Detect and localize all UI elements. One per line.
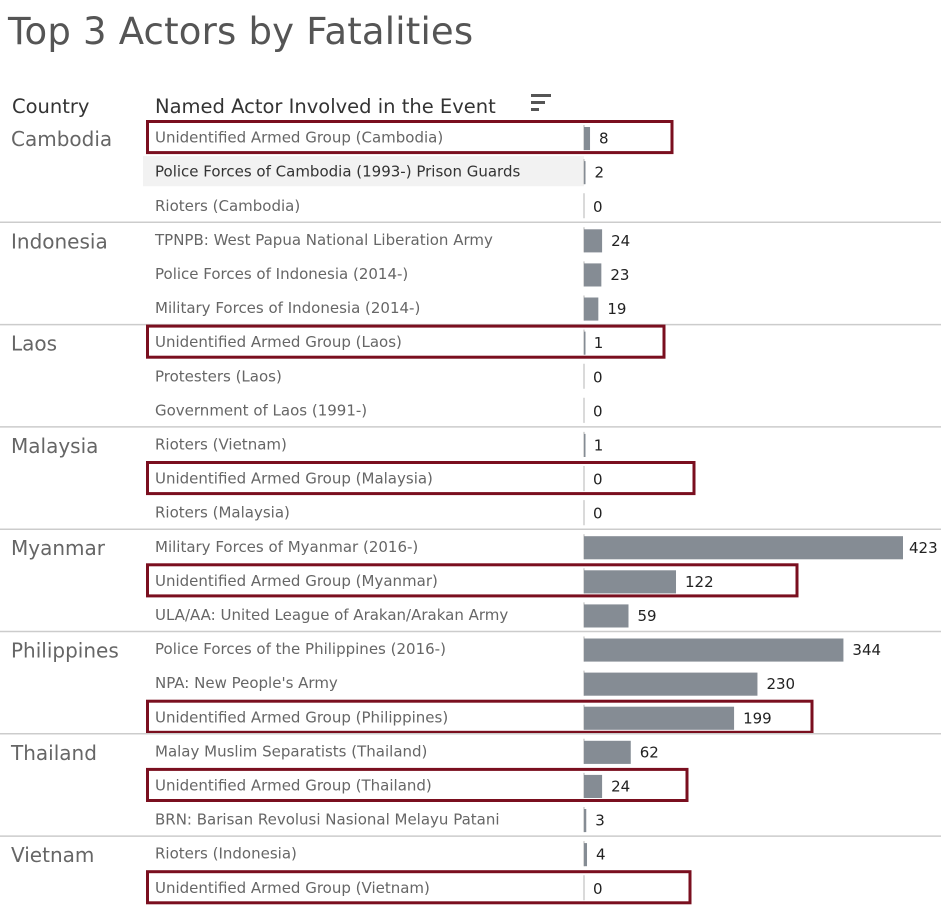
value-label: 8 — [599, 130, 609, 148]
actor-label[interactable]: Protesters (Laos) — [155, 367, 282, 385]
highlight-box — [146, 324, 666, 359]
actor-column-header[interactable]: Named Actor Involved in the Event — [155, 95, 496, 118]
actor-label[interactable]: Military Forces of Indonesia (2014-) — [155, 299, 420, 317]
actor-label[interactable]: Unidentified Armed Group (Vietnam) — [155, 879, 430, 897]
highlight-box — [146, 767, 689, 803]
highlight-box — [146, 563, 799, 598]
actor-label[interactable]: Rioters (Vietnam) — [155, 435, 287, 453]
bar[interactable] — [584, 263, 602, 287]
country-label[interactable]: Vietnam — [11, 843, 94, 867]
bar[interactable] — [584, 331, 586, 355]
actor-label[interactable]: NPA: New People's Army — [155, 674, 338, 692]
value-label: 0 — [593, 471, 603, 489]
actor-label[interactable]: Unidentified Armed Group (Myanmar) — [155, 572, 438, 590]
bar[interactable] — [584, 809, 587, 833]
bar[interactable] — [584, 127, 591, 151]
country-label[interactable]: Myanmar — [11, 536, 106, 560]
country-label[interactable]: Malaysia — [11, 434, 98, 458]
bar[interactable] — [584, 433, 586, 457]
actor-label[interactable]: Unidentified Armed Group (Thailand) — [155, 776, 432, 794]
value-label: 344 — [852, 641, 881, 659]
chart-title: Top 3 Actors by Fatalities — [8, 10, 474, 53]
highlight-box — [146, 120, 674, 155]
actor-label[interactable]: TPNPB: West Papua National Liberation Ar… — [154, 231, 493, 249]
actor-label[interactable]: ULA/AA: United League of Arakan/Arakan A… — [155, 606, 508, 624]
value-label: 423 — [909, 539, 938, 557]
value-label: 19 — [607, 300, 626, 318]
bar[interactable] — [584, 638, 844, 662]
bar[interactable] — [584, 706, 735, 730]
value-label: 0 — [593, 198, 603, 216]
actor-label[interactable]: Rioters (Indonesia) — [155, 845, 297, 863]
actor-label[interactable]: Government of Laos (1991-) — [155, 401, 367, 419]
value-label: 59 — [637, 607, 656, 625]
value-label: 230 — [766, 675, 795, 693]
country-label[interactable]: Indonesia — [11, 229, 108, 253]
value-label: 2 — [595, 164, 605, 182]
bar[interactable] — [584, 161, 586, 185]
value-label: 0 — [593, 368, 603, 386]
bar[interactable] — [584, 774, 603, 798]
highlight-box — [146, 699, 814, 734]
value-label: 62 — [640, 743, 659, 761]
value-label: 0 — [593, 505, 603, 523]
bar[interactable] — [584, 604, 629, 628]
country-column-header[interactable]: Country — [12, 95, 90, 118]
sort-descending-icon[interactable] — [531, 94, 551, 114]
value-label: 4 — [596, 846, 606, 864]
actor-label[interactable]: Rioters (Malaysia) — [155, 504, 290, 522]
country-label[interactable]: Philippines — [11, 639, 119, 663]
actor-label[interactable]: Unidentified Armed Group (Philippines) — [155, 708, 448, 726]
actor-label[interactable]: Rioters (Cambodia) — [155, 197, 300, 215]
value-label: 122 — [685, 573, 714, 591]
value-label: 1 — [594, 436, 604, 454]
bar[interactable] — [584, 536, 903, 560]
value-label: 23 — [610, 266, 629, 284]
bar[interactable] — [584, 672, 758, 696]
row-hover-highlight — [143, 156, 584, 187]
value-label: 24 — [611, 777, 630, 795]
bar[interactable] — [584, 297, 599, 321]
value-label: 0 — [593, 402, 603, 420]
value-label: 24 — [611, 232, 630, 250]
value-label: 3 — [595, 812, 605, 830]
bar[interactable] — [584, 843, 588, 867]
actor-label[interactable]: BRN: Barisan Revolusi Nasional Melayu Pa… — [155, 811, 500, 829]
actor-label[interactable]: Unidentified Armed Group (Cambodia) — [155, 129, 443, 147]
actor-label[interactable]: Police Forces of the Philippines (2016-) — [155, 640, 446, 658]
highlight-box — [146, 870, 692, 905]
value-label: 0 — [593, 880, 603, 898]
country-label[interactable]: Laos — [11, 332, 57, 356]
bar[interactable] — [584, 740, 631, 764]
actor-label[interactable]: Military Forces of Myanmar (2016-) — [155, 538, 418, 556]
country-label[interactable]: Thailand — [10, 741, 97, 765]
country-label[interactable]: Cambodia — [11, 127, 112, 151]
bar[interactable] — [584, 570, 677, 594]
actor-label[interactable]: Police Forces of Cambodia (1993-) Prison… — [155, 163, 520, 181]
value-label: 199 — [743, 709, 772, 727]
highlight-box — [146, 461, 696, 496]
actor-label[interactable]: Police Forces of Indonesia (2014-) — [155, 265, 408, 283]
bar[interactable] — [584, 229, 603, 253]
actor-label[interactable]: Unidentified Armed Group (Malaysia) — [155, 470, 433, 488]
value-label: 1 — [594, 334, 604, 352]
actor-label[interactable]: Unidentified Armed Group (Laos) — [155, 333, 402, 351]
actor-label[interactable]: Malay Muslim Separatists (Thailand) — [155, 742, 427, 760]
